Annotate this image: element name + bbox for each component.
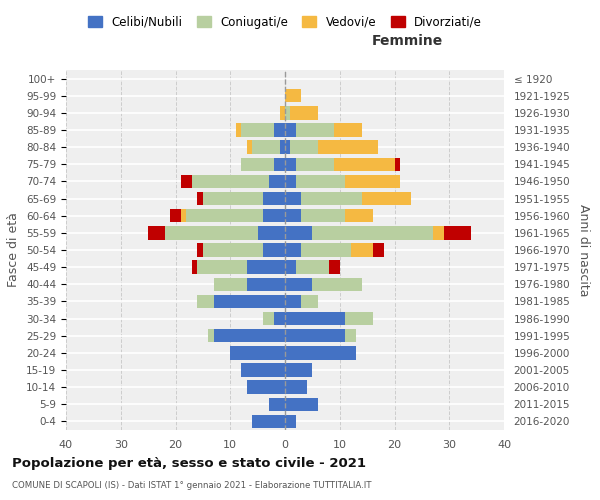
Bar [197,244,203,256]
Y-axis label: Fasce di età: Fasce di età [7,212,20,288]
Bar [252,140,280,154]
Bar [274,124,285,136]
Bar [285,364,313,376]
Bar [350,244,373,256]
Bar [362,192,411,205]
Bar [247,380,285,394]
Bar [252,414,285,428]
Text: COMUNE DI SCAPOLI (IS) - Dati ISTAT 1° gennaio 2021 - Elaborazione TUTTITALIA.IT: COMUNE DI SCAPOLI (IS) - Dati ISTAT 1° g… [12,481,371,490]
Bar [214,329,285,342]
Bar [285,398,318,411]
Bar [274,158,285,171]
Bar [285,209,301,222]
Bar [230,346,285,360]
Bar [285,192,301,205]
Bar [373,244,383,256]
Bar [285,89,301,102]
Bar [181,209,187,222]
Bar [345,312,373,326]
Bar [301,294,318,308]
Bar [192,260,197,274]
Bar [269,174,285,188]
Bar [214,278,247,291]
Bar [280,106,285,120]
Bar [187,209,263,222]
Bar [269,398,285,411]
Bar [197,294,214,308]
Bar [241,124,274,136]
Bar [274,312,285,326]
Bar [197,192,203,205]
Bar [208,329,214,342]
Bar [444,226,471,239]
Bar [148,226,164,239]
Bar [197,260,247,274]
Bar [263,192,285,205]
Bar [296,124,334,136]
Bar [345,209,373,222]
Bar [345,329,356,342]
Bar [285,414,296,428]
Bar [164,226,257,239]
Bar [285,346,356,360]
Bar [296,158,334,171]
Bar [285,294,301,308]
Bar [334,158,395,171]
Bar [192,174,269,188]
Bar [285,260,296,274]
Bar [285,174,296,188]
Bar [241,158,274,171]
Bar [285,312,345,326]
Bar [296,174,345,188]
Bar [395,158,400,171]
Bar [257,226,285,239]
Bar [247,140,252,154]
Bar [329,260,340,274]
Bar [214,294,285,308]
Bar [290,106,318,120]
Bar [301,209,345,222]
Legend: Celibi/Nubili, Coniugati/e, Vedovi/e, Divorziati/e: Celibi/Nubili, Coniugati/e, Vedovi/e, Di… [83,11,487,34]
Bar [433,226,444,239]
Bar [285,124,296,136]
Bar [285,158,296,171]
Text: Femmine: Femmine [372,34,443,48]
Bar [170,209,181,222]
Bar [263,312,274,326]
Bar [285,244,301,256]
Bar [285,278,313,291]
Bar [285,380,307,394]
Bar [285,140,290,154]
Bar [285,329,345,342]
Bar [313,226,433,239]
Bar [241,364,285,376]
Bar [181,174,192,188]
Bar [247,278,285,291]
Bar [301,192,362,205]
Bar [247,260,285,274]
Bar [296,260,329,274]
Bar [203,244,263,256]
Bar [263,209,285,222]
Bar [236,124,241,136]
Bar [345,174,400,188]
Bar [334,124,362,136]
Bar [301,244,351,256]
Bar [290,140,318,154]
Bar [203,192,263,205]
Text: Popolazione per età, sesso e stato civile - 2021: Popolazione per età, sesso e stato civil… [12,458,366,470]
Bar [263,244,285,256]
Bar [285,226,313,239]
Bar [318,140,378,154]
Bar [280,140,285,154]
Y-axis label: Anni di nascita: Anni di nascita [577,204,590,296]
Bar [285,106,290,120]
Bar [313,278,362,291]
